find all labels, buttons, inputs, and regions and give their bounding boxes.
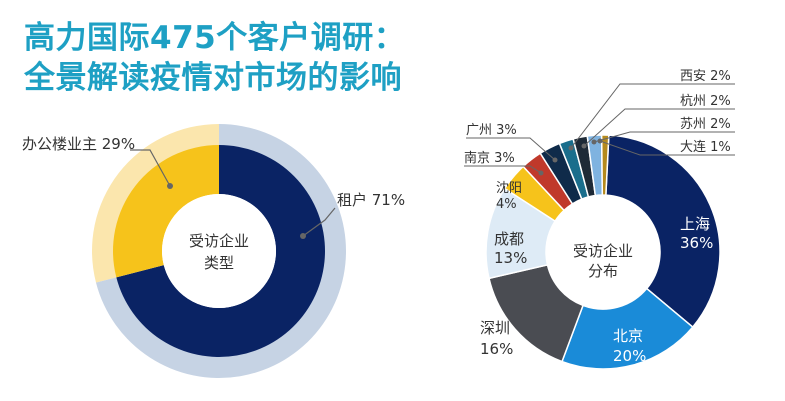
- label-tenant: 租户 71%: [337, 191, 405, 209]
- label-guangzhou: 广州 3%: [466, 123, 517, 138]
- label-nanjing: 南京 3%: [464, 150, 515, 166]
- right-center-label-1: 受访企业: [573, 242, 633, 260]
- label-shanghai-pct: 36%: [680, 234, 713, 252]
- left-slice-0: [116, 145, 325, 357]
- left-center-label-1: 受访企业: [189, 232, 249, 250]
- leader-dot-dalian: [597, 138, 603, 144]
- label-hangzhou: 杭州 2%: [680, 94, 731, 109]
- title-line-1: 高力国际475个客户调研：: [24, 20, 406, 56]
- right-slices: [485, 134, 721, 370]
- label-shenyang: 沈阳: [496, 181, 522, 196]
- leader-hangzhou: [583, 108, 735, 147]
- leader-dot-hangzhou: [581, 143, 587, 149]
- leader-dot-owner: [167, 183, 173, 189]
- leader-dot-suzhou: [591, 139, 597, 145]
- label-shanghai: 上海: [680, 215, 710, 233]
- leader-dalian: [599, 140, 735, 156]
- label-shenzhen-pct: 16%: [480, 340, 513, 358]
- left-outer-ring-light: [91, 124, 219, 283]
- right-center-label-2: 分布: [588, 262, 618, 280]
- leader-line-tenant: [302, 207, 336, 237]
- left-donut-chart: 受访企业 类型 办公楼业主 29% 租户 71%: [22, 124, 405, 379]
- label-shenzhen: 深圳: [480, 319, 510, 337]
- title-line-2: 全景解读疫情对市场的影响: [24, 60, 402, 96]
- label-dalian: 大连 1%: [680, 139, 731, 155]
- leader-nanjing: [464, 165, 542, 174]
- label-suzhou: 苏州 2%: [680, 116, 731, 132]
- label-chengdu: 成都: [494, 230, 524, 248]
- label-shenyang-pct: 4%: [496, 197, 517, 212]
- left-slice-1: [113, 145, 219, 278]
- label-owner: 办公楼业主 29%: [22, 135, 135, 153]
- leader-line-owner: [130, 149, 171, 187]
- label-beijing-pct: 20%: [613, 347, 646, 365]
- left-slices: [113, 145, 325, 357]
- left-donut-hole: [162, 194, 276, 308]
- label-chengdu-pct: 13%: [494, 249, 527, 267]
- label-xian: 西安 2%: [680, 69, 731, 84]
- label-beijing: 北京: [613, 327, 643, 345]
- leader-dot-xian: [568, 145, 574, 151]
- leader-xian: [570, 83, 735, 149]
- left-center-label-2: 类型: [204, 254, 234, 272]
- leader-dot-tenant: [300, 233, 306, 239]
- leader-dot-guangzhou: [552, 157, 558, 163]
- leader-guangzhou: [466, 137, 556, 161]
- leader-suzhou: [593, 131, 735, 143]
- right-donut-chart: 受访企业 分布 上海 36% 北京 20% 深圳 16% 成都 13% 沈阳 4…: [464, 69, 735, 370]
- leader-dot-nanjing: [538, 170, 544, 176]
- page-title: 高力国际475个客户调研： 全景解读疫情对市场的影响: [24, 18, 405, 98]
- right-donut-hole: [546, 195, 660, 309]
